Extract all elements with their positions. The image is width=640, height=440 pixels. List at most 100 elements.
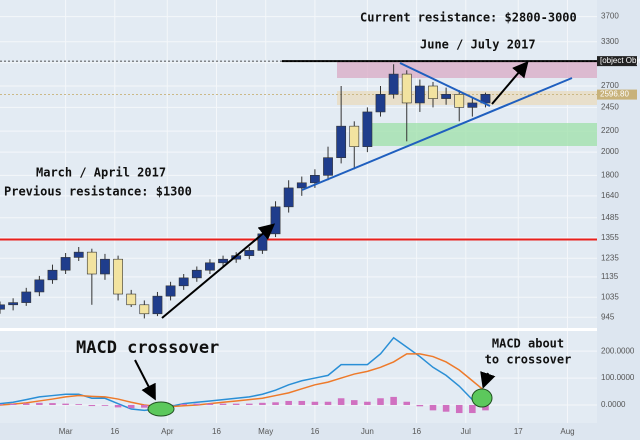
candle-body bbox=[270, 206, 281, 235]
histogram-bar bbox=[272, 402, 279, 405]
crossover-marker bbox=[471, 388, 493, 408]
histogram-bar bbox=[49, 403, 56, 405]
annotation: Previous resistance: $1300 bbox=[4, 185, 192, 199]
histogram-bar bbox=[101, 404, 109, 406]
candle-body bbox=[283, 187, 294, 208]
histogram-bar bbox=[180, 403, 187, 405]
candle-body bbox=[336, 125, 347, 158]
annotation: June / July 2017 bbox=[420, 38, 536, 52]
histogram-bar bbox=[114, 404, 122, 408]
candle-body bbox=[21, 291, 32, 303]
histogram-bar bbox=[259, 402, 266, 405]
histogram-bar bbox=[88, 404, 96, 407]
candle-body bbox=[152, 295, 163, 315]
histogram-bar bbox=[22, 403, 30, 405]
candle-body bbox=[441, 94, 452, 99]
histogram-bar bbox=[324, 401, 332, 405]
histogram-bar bbox=[429, 404, 437, 411]
y-tick-label: 3300 bbox=[601, 37, 619, 46]
histogram-bar bbox=[246, 403, 253, 405]
histogram-bar bbox=[141, 404, 148, 408]
y-tick-label: 1485 bbox=[601, 213, 619, 222]
histogram-bar bbox=[9, 403, 17, 405]
candle-body bbox=[467, 102, 478, 108]
histogram-bar bbox=[377, 398, 384, 405]
candle-body bbox=[100, 258, 110, 275]
indicator-line bbox=[0, 336, 486, 412]
trendline bbox=[301, 77, 573, 191]
candle-body bbox=[401, 73, 412, 104]
y-tick-label: 100.0000 bbox=[601, 373, 635, 382]
histogram-bar bbox=[285, 400, 292, 405]
histogram-bar bbox=[403, 401, 411, 405]
candle-body bbox=[86, 251, 97, 275]
histogram-bar bbox=[482, 404, 489, 411]
y-tick-label: 1640 bbox=[601, 191, 619, 200]
candle-body bbox=[362, 111, 373, 147]
y-tick-label: 1235 bbox=[601, 253, 619, 262]
price-tag bbox=[597, 89, 637, 100]
candle-body bbox=[414, 85, 425, 104]
histogram-bar bbox=[455, 404, 463, 414]
x-tick-label: 16 bbox=[212, 427, 221, 436]
arrow bbox=[161, 223, 276, 319]
candle-body bbox=[310, 175, 320, 184]
trendline bbox=[399, 62, 491, 107]
candle-body bbox=[218, 258, 228, 264]
candle-body bbox=[178, 277, 189, 287]
y-tick-label: 2000 bbox=[601, 147, 619, 156]
histogram-bar bbox=[193, 403, 201, 405]
arrow bbox=[491, 60, 529, 105]
histogram-bar bbox=[298, 400, 306, 405]
x-tick-label: 17 bbox=[514, 427, 523, 436]
candle-body bbox=[349, 125, 360, 147]
resistance-zone bbox=[337, 61, 597, 78]
candle-body bbox=[244, 250, 255, 256]
y-tick-label: 1035 bbox=[601, 292, 619, 301]
y-axis-area bbox=[597, 0, 640, 423]
annotation: Current resistance: $2800-3000 bbox=[360, 11, 577, 25]
histogram-bar bbox=[311, 401, 319, 405]
x-tick-label: Aug bbox=[560, 427, 574, 436]
candle-body bbox=[205, 262, 215, 271]
histogram-bar bbox=[232, 403, 240, 405]
y-tick-label: 2200 bbox=[601, 126, 619, 135]
price-panel bbox=[0, 0, 597, 328]
x-tick-label: 16 bbox=[310, 427, 319, 436]
candle-body bbox=[60, 257, 71, 271]
histogram-bar bbox=[390, 396, 397, 405]
candle-body bbox=[454, 94, 465, 108]
y-tick-label: 1800 bbox=[601, 170, 619, 179]
x-axis-area bbox=[0, 423, 640, 440]
y-tick-label: 2450 bbox=[601, 103, 619, 112]
candle-body bbox=[34, 279, 45, 293]
price-tag-label: 2596.80 bbox=[600, 90, 629, 99]
histogram-bar bbox=[127, 404, 135, 409]
annotation: to crossover bbox=[485, 353, 572, 367]
histogram-bar bbox=[350, 400, 358, 405]
candle-body bbox=[296, 182, 307, 189]
x-tick-label: Jun bbox=[361, 427, 374, 436]
y-tick-label: 200.0000 bbox=[601, 346, 635, 355]
x-tick-label: May bbox=[258, 427, 273, 436]
candle-body bbox=[323, 157, 333, 176]
histogram-bar bbox=[337, 398, 345, 405]
y-tick-label: 945 bbox=[601, 312, 615, 321]
indicator-line bbox=[0, 353, 486, 408]
histogram-bar bbox=[206, 403, 214, 405]
candle-body bbox=[165, 285, 176, 297]
y-tick-label: 2700 bbox=[601, 81, 619, 90]
histogram-bar bbox=[62, 403, 69, 405]
histogram-bar bbox=[0, 404, 4, 405]
y-tick-label: 1135 bbox=[601, 272, 619, 281]
histogram-bar bbox=[364, 401, 371, 405]
candle-body bbox=[0, 304, 5, 310]
x-tick-label: Mar bbox=[59, 427, 73, 436]
histogram-bar bbox=[219, 403, 227, 405]
price-tag-label: [object Object] bbox=[600, 56, 640, 65]
histogram-bar bbox=[442, 404, 450, 412]
candle-body bbox=[126, 293, 137, 306]
macd-panel bbox=[0, 331, 597, 423]
y-tick-label: 0.0000 bbox=[601, 400, 626, 409]
